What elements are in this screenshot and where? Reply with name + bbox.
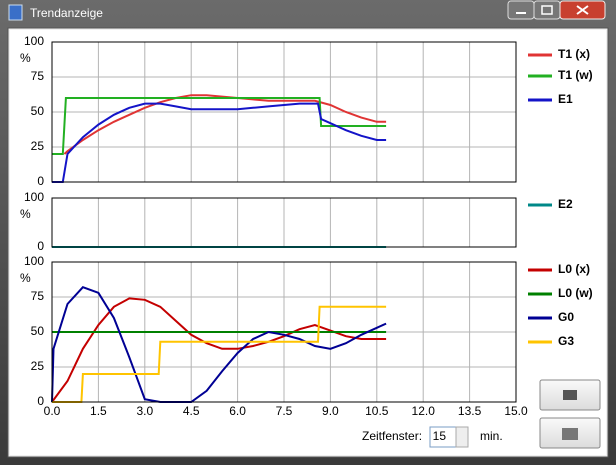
y-tick-label: 100 bbox=[24, 190, 44, 204]
y-tick-label: 75 bbox=[31, 69, 45, 83]
plot-frame bbox=[51, 261, 517, 403]
x-tick-label: 12.0 bbox=[412, 404, 436, 418]
legend-label: E2 bbox=[558, 197, 573, 211]
printer-icon bbox=[562, 428, 578, 440]
y-tick-label: 25 bbox=[31, 139, 45, 153]
series-line bbox=[52, 102, 387, 183]
series-line bbox=[63, 94, 387, 155]
y-tick-label: 50 bbox=[31, 104, 45, 118]
y-tick-label: 0 bbox=[37, 394, 44, 408]
y-axis-label: % bbox=[20, 51, 31, 65]
x-tick-label: 13.5 bbox=[458, 404, 482, 418]
y-tick-label: 100 bbox=[24, 254, 44, 268]
legend-label: T1 (x) bbox=[558, 47, 590, 61]
x-tick-label: 15.0 bbox=[504, 404, 528, 418]
y-tick-label: 0 bbox=[37, 239, 44, 253]
y-tick-label: 100 bbox=[24, 34, 44, 48]
x-tick-label: 7.5 bbox=[276, 404, 293, 418]
plot-frame bbox=[51, 197, 517, 248]
close-glyph bbox=[576, 5, 589, 15]
series-line bbox=[52, 97, 387, 155]
legend-label: L0 (w) bbox=[558, 286, 593, 300]
plot-frame bbox=[51, 41, 517, 183]
x-tick-label: 4.5 bbox=[183, 404, 200, 418]
y-axis-label: % bbox=[20, 207, 31, 221]
x-tick-label: 0.0 bbox=[44, 404, 61, 418]
x-tick-label: 1.5 bbox=[90, 404, 107, 418]
series-line bbox=[52, 305, 387, 403]
x-tick-label: 6.0 bbox=[229, 404, 246, 418]
maximize-glyph bbox=[541, 5, 553, 15]
legend-label: G0 bbox=[558, 310, 574, 324]
maximize-button[interactable] bbox=[533, 0, 561, 20]
y-tick-label: 50 bbox=[31, 324, 45, 338]
x-tick-label: 3.0 bbox=[136, 404, 153, 418]
camera-icon bbox=[563, 390, 577, 400]
legend-label: E1 bbox=[558, 92, 573, 106]
y-axis-label: % bbox=[20, 271, 31, 285]
chart-panel bbox=[10, 30, 606, 455]
x-tick-label: 9.0 bbox=[322, 404, 339, 418]
window-title: Trendanzeige bbox=[30, 6, 103, 20]
app-icon bbox=[8, 4, 23, 21]
y-tick-label: 25 bbox=[31, 359, 45, 373]
legend-label: T1 (w) bbox=[558, 68, 593, 82]
legend-label: L0 (x) bbox=[558, 262, 590, 276]
window-label: Zeitfenster: bbox=[362, 429, 422, 443]
spin-buttons[interactable] bbox=[455, 426, 469, 448]
series-line bbox=[51, 286, 387, 403]
legend-label: G3 bbox=[558, 334, 574, 348]
minimize-button[interactable] bbox=[507, 0, 535, 20]
window-unit: min. bbox=[480, 429, 503, 443]
y-tick-label: 0 bbox=[37, 174, 44, 188]
y-tick-label: 75 bbox=[31, 289, 45, 303]
x-tick-label: 10.5 bbox=[365, 404, 389, 418]
window-value: 15 bbox=[433, 429, 447, 443]
